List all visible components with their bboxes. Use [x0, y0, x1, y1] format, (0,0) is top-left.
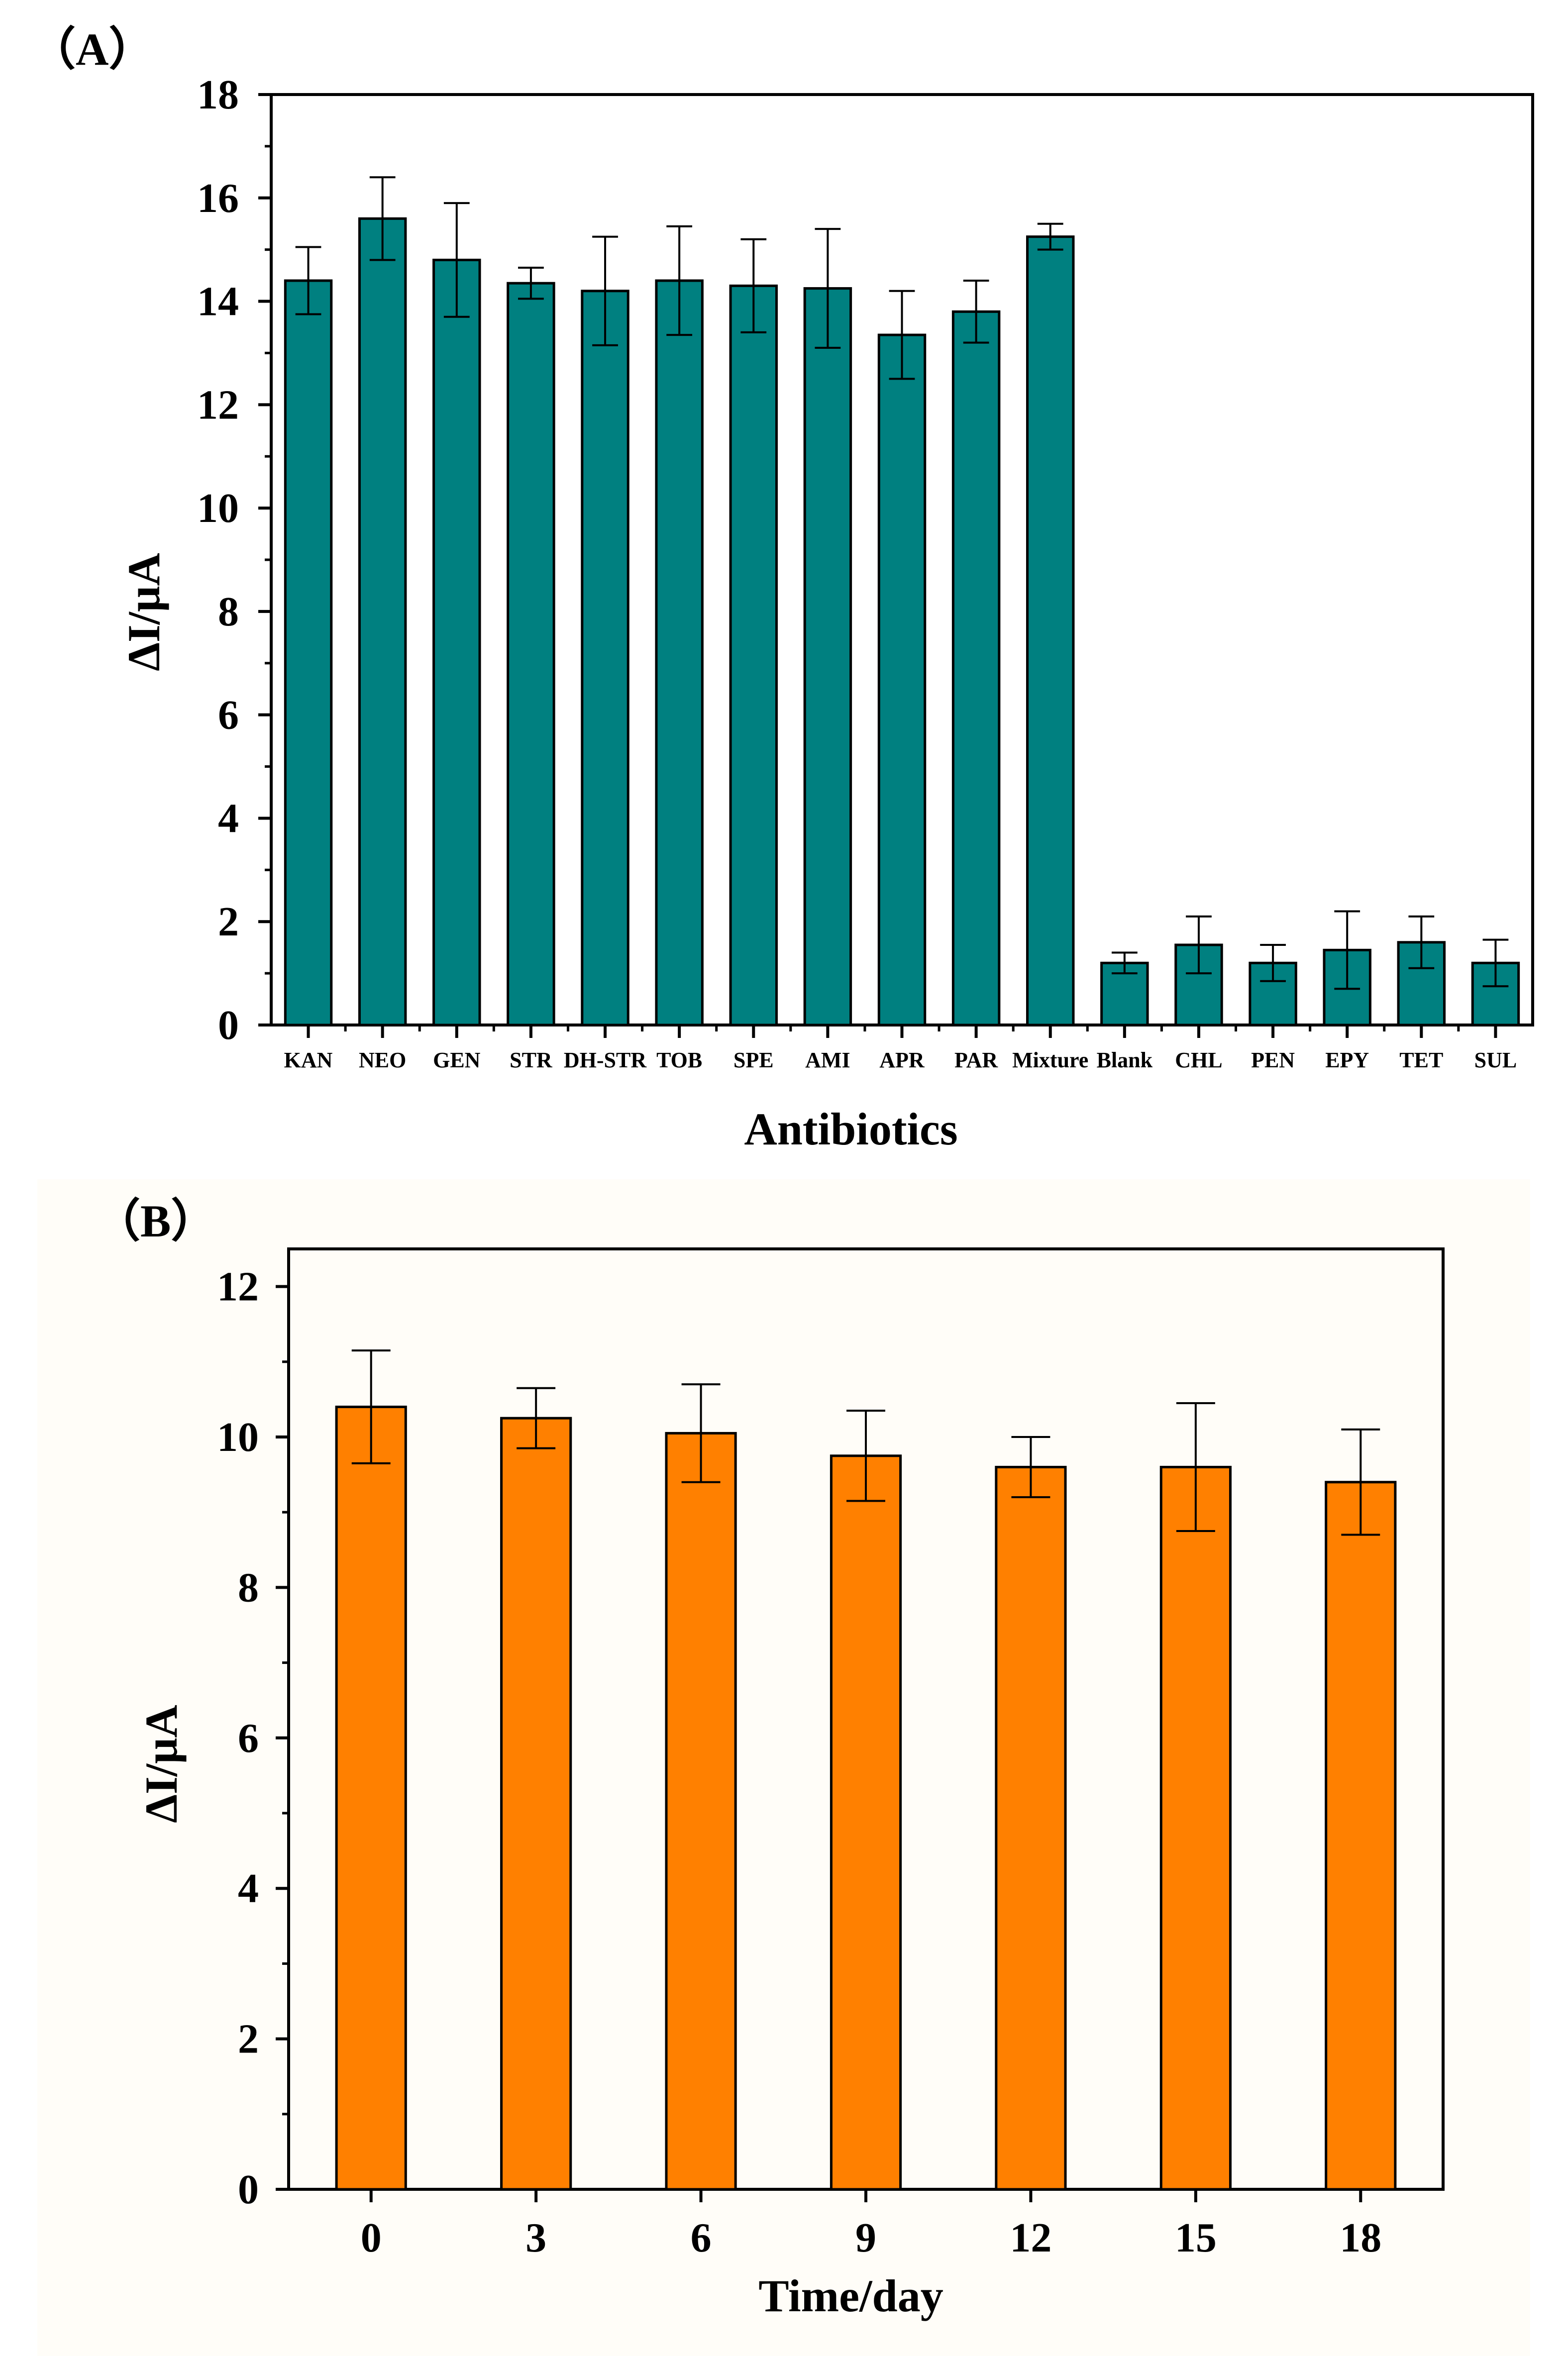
chart-b-x-tick-label: 15 — [1175, 2215, 1217, 2261]
chart-b-x-tick-label: 9 — [855, 2215, 876, 2261]
chart-a-x-tick-label: PAR — [954, 1048, 998, 1072]
chart-a-y-tick-label: 0 — [218, 1002, 239, 1048]
chart-b: （B） Time/day ΔI/μA 0 2 4 6 8 10 12 0 3 6 9 12 15 18 — [95, 1196, 1445, 2321]
panel-a-label: （A） — [30, 24, 154, 75]
chart-b-bar — [995, 1465, 1067, 2191]
chart-a-x-axis-title: Antibiotics — [744, 1104, 957, 1154]
chart-a-bar — [655, 279, 704, 1026]
chart-a-x-tick-label: STR — [510, 1048, 553, 1072]
chart-b-y-tick-label: 2 — [238, 2016, 259, 2062]
chart-a-bar — [803, 287, 852, 1026]
chart-a-y-tick-label: 14 — [197, 279, 239, 325]
chart-b-y-tick-label: 0 — [238, 2166, 259, 2213]
chart-b-bar — [500, 1417, 572, 2191]
chart-b-bar — [335, 1406, 407, 2191]
chart-b-y-tick-label: 12 — [217, 1264, 259, 1310]
chart-a-x-tick-label: NEO — [359, 1048, 406, 1072]
chart-b-x-axis-title: Time/day — [758, 2270, 943, 2321]
chart-a-x-tick-label: CHL — [1175, 1048, 1222, 1072]
chart-a-y-tick-label: 8 — [218, 589, 239, 635]
chart-a-y-tick-label: 12 — [197, 382, 239, 428]
chart-a-x-tick-label: Blank — [1097, 1048, 1153, 1072]
chart-b-bar — [665, 1432, 737, 2191]
chart-a-bar — [507, 282, 555, 1026]
panel-b-background — [37, 1179, 1530, 2356]
chart-b-x-tick-label: 18 — [1340, 2215, 1381, 2261]
chart-a-x-tick-label: GEN — [433, 1048, 481, 1072]
chart-a-bar — [877, 333, 927, 1026]
chart-a-x-tick-label: SUL — [1474, 1048, 1517, 1072]
chart-a-y-axis-title: ΔI/μA — [118, 553, 169, 671]
chart-b-x-tick-label: 6 — [691, 2215, 712, 2261]
chart-a-bar — [1026, 235, 1075, 1026]
panel-b-label: （B） — [95, 1196, 216, 1246]
chart-b-x-tick-label: 12 — [1010, 2215, 1051, 2261]
chart-a-x-tick-label: DH-STR — [564, 1048, 647, 1072]
chart-a-x-tick-label: PEN — [1251, 1048, 1295, 1072]
chart-b-bar — [1325, 1481, 1397, 2191]
chart-a-x-tick-label: TOB — [656, 1048, 702, 1072]
chart-a-y-tick-label: 4 — [218, 795, 239, 841]
chart-a: （A） Antibiotics ΔI/μA 0 2 4 6 8 10 12 14 16 18 KAN… — [30, 24, 1534, 1154]
chart-a-x-tick-label: APR — [879, 1048, 925, 1072]
chart-a-bar — [432, 258, 481, 1026]
chart-b-y-tick-label: 6 — [238, 1715, 259, 1761]
chart-a-y-tick-label: 18 — [197, 72, 239, 118]
chart-a-y-tick-label: 10 — [197, 485, 239, 531]
chart-b-bar — [830, 1454, 902, 2191]
chart-b-x-tick-label: 3 — [525, 2215, 546, 2261]
chart-b-y-axis-title: ΔI/μA — [136, 1705, 187, 1823]
chart-a-bar — [729, 284, 778, 1026]
chart-a-x-tick-label: TET — [1399, 1048, 1443, 1072]
chart-a-bar — [581, 290, 629, 1026]
chart-b-bar — [1159, 1465, 1232, 2191]
chart-b-x-tick-label: 0 — [361, 2215, 382, 2261]
chart-a-y-tick-label: 6 — [218, 692, 239, 738]
chart-a-x-tick-label: AMI — [805, 1048, 850, 1072]
chart-a-x-tick-label: Mixture — [1012, 1048, 1088, 1072]
chart-a-x-tick-label: SPE — [733, 1048, 774, 1072]
chart-a-bar — [951, 310, 1001, 1026]
chart-b-y-tick-label: 8 — [238, 1564, 259, 1611]
chart-a-x-tick-label: KAN — [284, 1048, 333, 1072]
chart-a-bar — [1471, 961, 1520, 1026]
chart-a-y-tick-label: 2 — [218, 899, 239, 945]
chart-b-y-tick-label: 10 — [217, 1414, 259, 1460]
chart-a-y-tick-label: 16 — [197, 175, 239, 221]
chart-a-bar — [284, 279, 333, 1026]
chart-a-x-tick-label: EPY — [1325, 1048, 1369, 1072]
chart-b-y-tick-label: 4 — [238, 1865, 259, 1912]
chart-a-bar — [358, 217, 407, 1026]
